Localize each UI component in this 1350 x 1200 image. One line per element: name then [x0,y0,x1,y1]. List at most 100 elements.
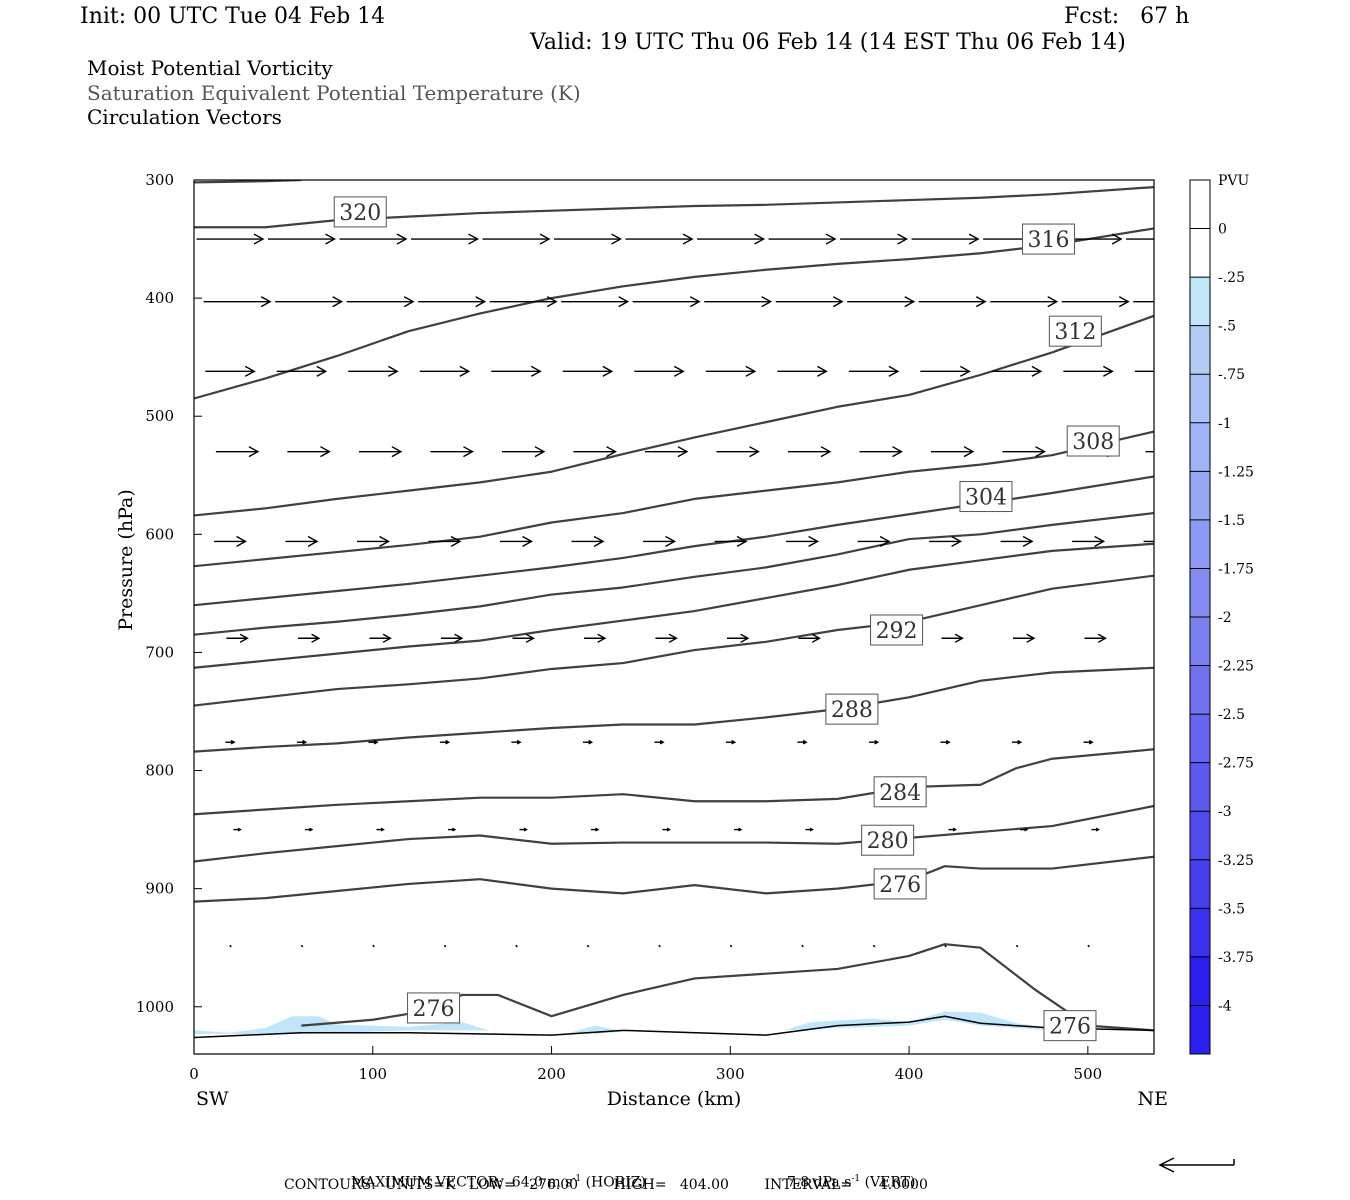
colorbar: 0 -.25 -.5 -.75 -1 -1.25 -1.5 -1.75 -2 -2.25 -2.5 -… [1189,179,1254,1055]
vector-head [1170,634,1177,642]
vector-head [380,827,385,832]
vector-arrow-0-7 [697,233,766,245]
vector-head [320,446,331,458]
footer-max-vector: MAXIMUM VECTOR: 64.0 m s-1 (HORIZ) [342,1158,646,1191]
y-axis-label: Pressure (hPa) [115,489,137,631]
vector-arrow-1-5 [561,296,630,308]
vector-arrow-3-7 [716,446,760,458]
vector-arrow-0-0 [196,233,265,245]
vector-arrow-2-5 [562,365,614,377]
vector-head [754,233,766,245]
vector-head [892,446,903,458]
contour-label-2: 316 [1028,228,1070,253]
footer-max-vert: 7.8 dPa s-1 (VERT) [778,1158,916,1191]
vector-arrow-3-2 [358,446,403,458]
vector-arrow-7-4 [519,827,528,832]
contour-label-4: 308 [1072,430,1114,455]
contour-label-14: 276 [1049,1015,1091,1040]
colorbar-band-10 [1190,665,1210,715]
colorbar-label-4: -1 [1218,416,1232,432]
vector-head [403,296,415,308]
colorbar-band-14 [1190,859,1210,909]
y-tick-label-600: 600 [145,525,174,543]
vector-arrow-5-1 [297,633,321,643]
vector-arrow-0-8 [768,233,837,245]
vector-arrow-7-10 [948,827,957,832]
vector-head [445,739,451,745]
contour-label-box-3 [1048,315,1102,347]
vector-arrow-4-13 [1143,540,1154,543]
vector-arrow-0-1 [268,233,336,245]
contour-label-box-2 [1022,223,1076,255]
colorbar-band-11 [1190,714,1210,763]
y-tick-label-900: 900 [145,880,174,898]
x-end-label-left: SW [196,1088,229,1110]
vector-head [832,296,844,308]
vector-arrow-3-8 [787,446,832,458]
vector-arrow-2-4 [491,365,542,377]
y-tick-label-300: 300 [145,171,174,189]
vector-head [463,446,474,458]
colorbar-band-9 [1190,617,1210,666]
vector-arrow-5-12 [1084,633,1107,643]
circulation-vectors [196,233,1184,948]
x-tick-label-300: 300 [716,1065,745,1083]
vector-head [1088,739,1094,745]
vector-arrow-1-7 [704,296,773,308]
y-tick-label-800: 800 [145,762,174,780]
x-tick-label-500: 500 [1074,1065,1103,1083]
vector-head [236,535,247,547]
vector-arrow-1-10 [918,296,987,308]
x-tick-label-0: 0 [189,1065,199,1083]
vector-arrow-5-0 [226,633,249,643]
vector-head [879,535,891,547]
colorbar-band-5 [1190,422,1210,472]
vector-arrow-6-9 [868,739,880,745]
vector-arrow-3-4 [501,446,546,458]
colorbar-label-3: -.75 [1218,367,1245,383]
vector-head [738,827,743,832]
axes: 300 400 500 600 700 800 900 1000 0 100 200 300 400 50… [136,171,1102,1083]
vector-arrow-2-2 [348,365,399,377]
vector-arrow-6-2 [368,739,379,745]
vector-arrow-7-3 [447,827,457,832]
vector-head [611,233,622,245]
vector-arrow-1-1 [275,296,344,308]
footer-exp-horiz: -1 [572,1174,582,1184]
vector-head [825,233,837,245]
vector-head [1175,366,1184,376]
plot-frame [193,179,1155,1055]
footer-max-label: MAXIMUM VECTOR: [350,1174,503,1191]
vector-head [888,365,900,377]
colorbar-label-11: -2.75 [1218,756,1254,772]
vector-head [963,446,975,458]
vector-arrow-1-4 [489,296,558,308]
vector-arrow-3-1 [287,446,331,458]
vector-arrow-5-13 [1156,634,1177,642]
vector-head [1118,296,1130,308]
vector-arrow-4-12 [1072,535,1106,547]
vector-head [475,296,487,308]
vector-arrow-3-10 [930,446,975,458]
colorbar-label-13: -3.25 [1218,853,1254,869]
vector-arrow-4-7 [714,535,748,547]
vector-head [809,827,814,832]
colorbar-band-8 [1190,568,1210,617]
vector-head [325,233,336,245]
vector-head [682,233,694,245]
vector-arrow-8-3 [443,944,447,948]
vector-arrow-7-0 [233,827,242,832]
vector-head [1095,827,1100,832]
vector-head [311,633,321,643]
vector-arrow-0-2 [339,233,408,245]
vector-arrow-4-11 [1000,535,1034,547]
vector-arrow-8-5 [586,944,590,948]
vector-arrow-2-0 [205,365,256,377]
contour-line-8 [194,574,1154,707]
vector-head [522,535,533,547]
contour-label-5: 304 [965,486,1007,511]
footer-max-horiz: 64.0 m s [511,1174,573,1191]
vector-arrow-4-2 [357,535,390,547]
vector-head [1047,296,1059,308]
vector-arrow-2-12 [1063,365,1114,377]
